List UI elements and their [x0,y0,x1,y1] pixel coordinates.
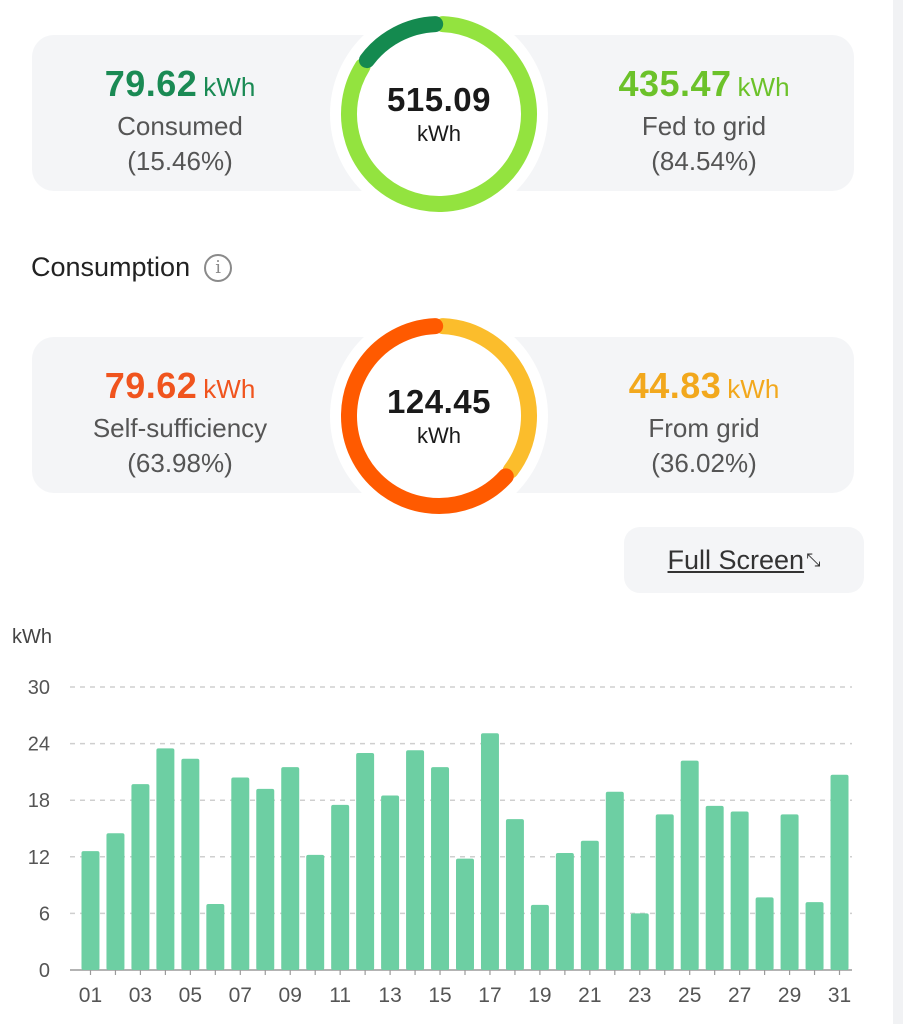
y-tick-label: 12 [28,847,50,869]
bar-day-23[interactable] [630,913,649,970]
x-tick-label: 17 [478,984,501,1007]
y-axis-label: kWh [12,626,52,648]
bar-day-02[interactable] [106,833,125,970]
self-sufficiency-arc [341,318,514,514]
bar-day-01[interactable] [81,851,100,970]
from-grid-percent: (36.02%) [651,448,757,478]
bar-day-27[interactable] [730,811,749,970]
consumption-title-text: Consumption [31,252,191,282]
fed-to-grid-stat: 435.47 kWh Fed to grid (84.54%) [574,63,834,177]
consumption-section-title: Consumption i [31,252,233,283]
consumed-arc [358,16,444,69]
bar-day-21[interactable] [580,840,599,970]
bar-day-20[interactable] [555,853,574,970]
consumption-total-unit: kWh [417,423,461,448]
self-sufficiency-label: Self-sufficiency [92,413,268,443]
bar-day-25[interactable] [680,760,699,970]
self-sufficiency-stat: 79.62 kWh Self-sufficiency (63.98%) [50,365,310,479]
self-sufficiency-value: 79.62 [104,365,198,406]
x-tick-label: 09 [279,984,302,1007]
bar-day-03[interactable] [131,784,150,970]
bar-day-16[interactable] [456,858,474,970]
x-tick-label: 19 [528,984,551,1007]
from-grid-unit: kWh [727,374,780,404]
self-sufficiency-unit: kWh [203,374,256,404]
x-tick-label: 25 [678,984,701,1007]
info-icon[interactable]: i [204,253,233,282]
full-screen-label: Full Screen [667,544,805,575]
x-tick-label: 29 [778,984,801,1007]
bar-day-14[interactable] [406,750,425,970]
production-total-unit: kWh [417,121,461,146]
consumption-total-value: 124.45 [387,383,491,420]
bar-day-13[interactable] [381,795,400,970]
bar-day-05[interactable] [181,758,200,970]
fed-to-grid-value: 435.47 [618,63,732,104]
fed-to-grid-label: Fed to grid [641,111,767,141]
bar-day-18[interactable] [505,819,524,970]
x-tick-label: 13 [378,984,401,1007]
x-tick-label: 31 [828,984,851,1007]
y-tick-label: 6 [39,903,50,925]
bar-day-10[interactable] [306,854,325,970]
production-ring: 515.09 kWh [330,5,548,223]
consumed-stat: 79.62 kWh Consumed (15.46%) [50,63,310,177]
bar-day-22[interactable] [605,791,624,970]
expand-icon: ⤡ [806,549,821,570]
production-total-value: 515.09 [387,81,491,118]
from-grid-arc [434,318,537,479]
x-tick-label: 07 [229,984,252,1007]
x-tick-label: 01 [79,984,102,1007]
full-screen-button[interactable]: Full Screen ⤡ [624,527,864,593]
bar-day-17[interactable] [480,733,499,970]
bar-day-06[interactable] [206,903,225,970]
bar-day-04[interactable] [156,748,175,970]
x-tick-label: 03 [129,984,152,1007]
consumed-percent: (15.46%) [127,146,233,176]
bar-day-12[interactable] [356,753,375,970]
consumption-donut [341,318,537,514]
bar-day-31[interactable] [830,774,849,970]
x-tick-label: 21 [578,984,601,1007]
y-tick-label: 24 [28,734,50,756]
y-tick-label: 18 [28,790,50,812]
consumed-label: Consumed [117,111,243,141]
from-grid-value: 44.83 [628,365,722,406]
y-tick-label: 0 [39,960,50,982]
from-grid-label: From grid [648,413,760,443]
scrollbar-track[interactable] [893,0,903,1024]
bar-day-30[interactable] [805,902,824,970]
x-tick-label: 23 [628,984,651,1007]
x-tick-label: 05 [179,984,202,1007]
fed-to-grid-percent: (84.54%) [651,146,757,176]
bar-day-28[interactable] [755,897,774,970]
x-tick-label: 15 [428,984,451,1007]
consumed-unit: kWh [203,72,256,102]
bar-day-15[interactable] [431,767,450,970]
consumption-ring: 124.45 kWh [330,307,548,525]
fed-to-grid-arc [341,16,537,212]
self-sufficiency-percent: (63.98%) [127,448,233,478]
bar-day-09[interactable] [281,767,300,970]
bar-day-07[interactable] [231,777,250,970]
x-tick-label: 11 [329,984,351,1007]
consumed-value: 79.62 [104,63,198,104]
from-grid-stat: 44.83 kWh From grid (36.02%) [574,365,834,479]
daily-energy-bar-chart: kWh 0 6 12 18 24 30 01 03 05 07 09 11 13 15 17 19 21 23 25 2… [12,626,852,1007]
bar-day-26[interactable] [705,805,724,970]
y-tick-label: 30 [28,677,50,699]
bar-day-24[interactable] [655,814,674,970]
bar-day-29[interactable] [780,814,799,970]
bar-day-11[interactable] [331,804,350,970]
bar-day-19[interactable] [530,904,549,970]
x-tick-label: 27 [728,984,751,1007]
bar-day-08[interactable] [256,788,275,970]
production-donut [341,16,537,212]
fed-to-grid-unit: kWh [737,72,790,102]
